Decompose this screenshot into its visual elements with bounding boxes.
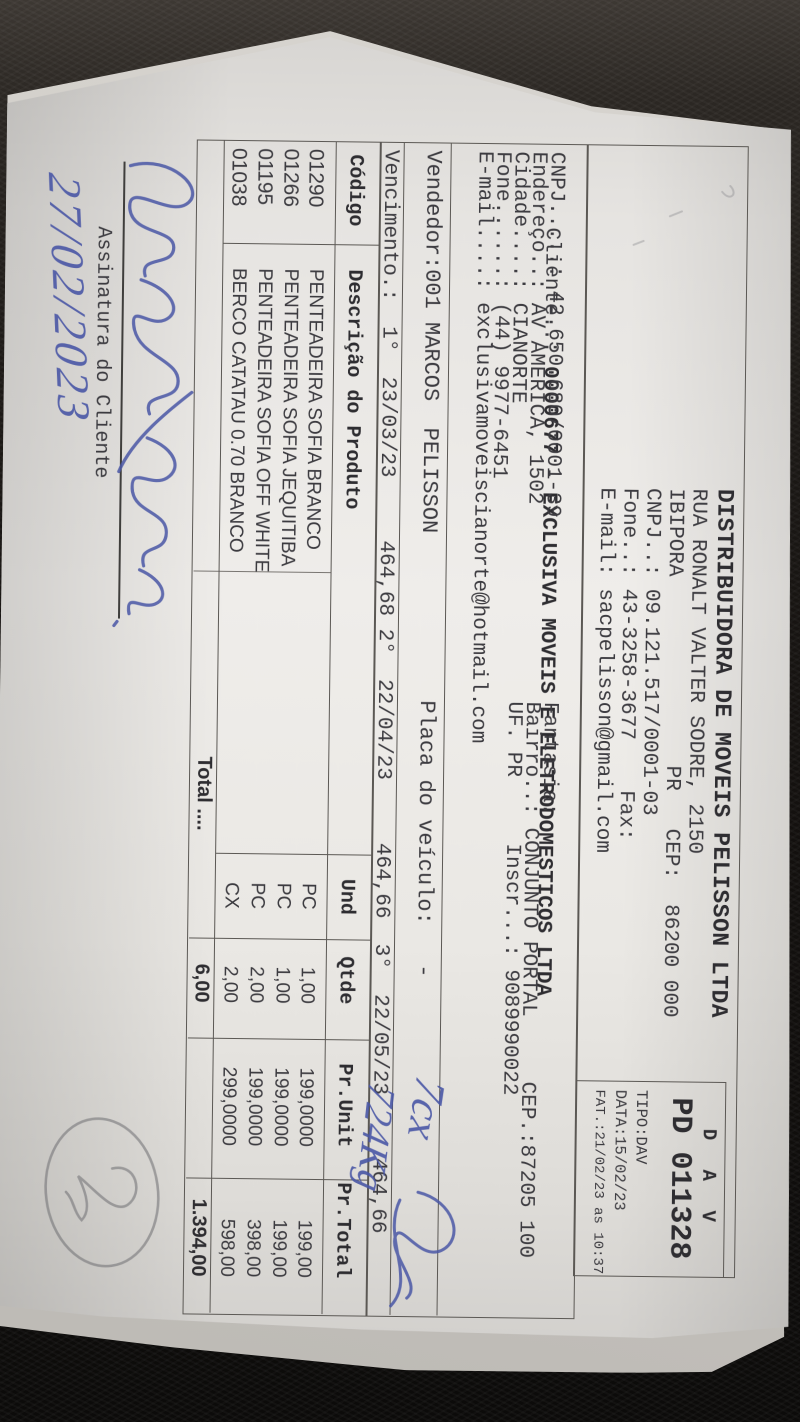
row-pr-unit: 199,0000 <box>294 1067 317 1148</box>
row-pr-unit: 199,0000 <box>243 1066 266 1147</box>
table-row: 01195 PENTEADEIRA SOFIA OFF WHITE PC 2,0… <box>792 35 800 1375</box>
company-fone: Fone..: 43-3258-3677 Fax: <box>613 487 641 841</box>
dav-data: DATA:15/02/23 <box>609 1089 630 1211</box>
client-cep: CEP.:87205 100 <box>513 1081 539 1259</box>
dav-title: D A V <box>696 1128 720 1231</box>
table-row: 01038 BERCO CATATAU 0.70 BRANCO CX 2,00 … <box>792 35 800 1375</box>
row-qtde: 1,00 <box>271 966 293 1004</box>
row-pr-total: 398,00 <box>241 1218 264 1278</box>
table-row: 01290 PENTEADEIRA SOFIA BRANCO PC 1,00 1… <box>792 35 800 1375</box>
col-header-descricao: Descrição do Produto <box>339 269 366 510</box>
company-email: E-mail: sacpelisson@gmail.com <box>590 487 618 854</box>
row-descricao: PENTEADEIRA SOFIA BRANCO <box>301 268 327 550</box>
company-name: DISTRIBUIDORA DE MOVEIS PELISSON LTDA <box>705 488 738 1019</box>
vendedor-line: Vendedor:001 MARCOS PELISSON <box>416 150 446 534</box>
dav-box: D A V PD 011328 TIPO:DAV DATA:15/02/23 F… <box>573 1080 726 1278</box>
row-pr-total: 598,00 <box>215 1218 238 1278</box>
stray-pen-marks <box>619 171 740 292</box>
row-pr-unit: 299,0000 <box>217 1066 240 1147</box>
row-qtde: 1,00 <box>296 966 318 1005</box>
total-qtde: 6,00 <box>190 963 213 1003</box>
row-descricao: BERCO CATATAU 0.70 BRANCO <box>224 267 250 553</box>
dav-tipo: TIPO:DAV <box>631 1089 651 1165</box>
row-descricao: PENTEADEIRA SOFIA JEQUITIBA <box>276 268 302 567</box>
row-codigo: 01038 <box>227 147 251 207</box>
client-inscr: Inscr...: 9089990022 <box>497 843 524 1096</box>
row-codigo: 01290 <box>304 148 328 208</box>
company-header: DISTRIBUIDORA DE MOVEIS PELISSON LTDA RU… <box>792 35 800 1375</box>
row-codigo: 01266 <box>279 148 303 208</box>
col-header-pr-unit: Pr.Unit <box>331 1063 356 1148</box>
company-cnpj: CNPJ..: 09.121.517/0001-03 <box>636 487 664 816</box>
row-pr-total: 199,00 <box>267 1219 290 1278</box>
handwritten-signature <box>101 151 215 632</box>
penciled-circled-2: 2 <box>15 1107 187 1279</box>
placa-veiculo: Placa do veículo: - <box>410 700 439 978</box>
col-header-qtde: Qtde <box>333 956 357 1005</box>
table-row: 01266 PENTEADEIRA SOFIA JEQUITIBA PC 1,0… <box>792 35 800 1375</box>
row-qtde: 2,00 <box>219 965 241 1004</box>
row-pr-total: 199,00 <box>292 1219 315 1278</box>
company-address: RUA RONALT VALTER SODRE, 2150 <box>682 488 710 855</box>
dav-fat: FAT.:21/02/23 as 10:37 <box>588 1089 608 1275</box>
total-pr-total: 1.394,00 <box>186 1198 210 1277</box>
handwritten-date: 27/02/2023 <box>38 170 101 427</box>
col-header-codigo: Código <box>342 154 367 227</box>
invoice-paper: DISTRIBUIDORA DE MOVEIS PELISSON LTDA RU… <box>0 25 800 1375</box>
row-pr-unit: 199,0000 <box>269 1067 292 1147</box>
client-uf: UF. PR <box>501 701 525 778</box>
row-descricao: PENTEADEIRA SOFIA OFF WHITE <box>250 268 276 573</box>
row-codigo: 01195 <box>253 148 277 206</box>
handwritten-scribble <box>379 1180 477 1313</box>
handwritten-note-7cx: 7cx <box>398 1071 455 1147</box>
dav-number: PD 011328 <box>661 1097 698 1260</box>
row-qtde: 2,00 <box>245 966 267 1004</box>
